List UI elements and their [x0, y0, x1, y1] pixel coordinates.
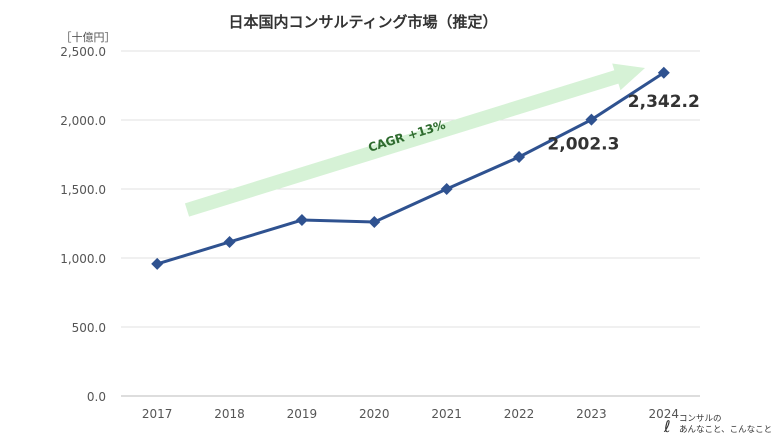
y-tick-label: 2,000.0 [60, 114, 106, 128]
x-tick-label: 2021 [431, 407, 462, 421]
data-point [295, 214, 308, 227]
data-point [151, 257, 164, 270]
x-tick-label: 2019 [287, 407, 318, 421]
x-tick-label: 2018 [214, 407, 245, 421]
logo-mark-icon: ℓ [663, 417, 671, 436]
x-tick-label: 2020 [359, 407, 390, 421]
data-point [513, 150, 526, 163]
data-point [585, 113, 598, 126]
logo: ℓ コンサルのあんなこと、こんなこと [663, 414, 772, 436]
x-tick-label: 2023 [576, 407, 607, 421]
data-point [657, 66, 670, 79]
x-tick-label: 2024 [649, 407, 680, 421]
y-tick-label: 2,500.0 [60, 45, 106, 59]
arrow-shape [184, 63, 645, 217]
logo-text: コンサルのあんなこと、こんなこと [679, 414, 772, 435]
chart-title: 日本国内コンサルティング市場（推定） [228, 13, 497, 31]
y-tick-label: 1,500.0 [60, 183, 106, 197]
data-point [440, 183, 453, 195]
data-label: 2,342.2 [628, 92, 700, 112]
logo-text-line: あんなこと、こんなこと [679, 425, 772, 435]
series-line [156, 71, 665, 266]
logo-text-line: コンサルの [679, 414, 722, 424]
y-axis-unit: ［十億円］ [61, 30, 116, 44]
y-tick-label: 0.0 [87, 390, 106, 404]
data-label: 2,002.3 [547, 135, 619, 155]
y-tick-label: 1,000.0 [60, 252, 106, 266]
x-tick-label: 2022 [504, 407, 535, 421]
y-tick-label: 500.0 [72, 321, 106, 335]
x-tick-label: 2017 [142, 407, 173, 421]
data-point [223, 235, 236, 248]
data-point [368, 215, 381, 228]
